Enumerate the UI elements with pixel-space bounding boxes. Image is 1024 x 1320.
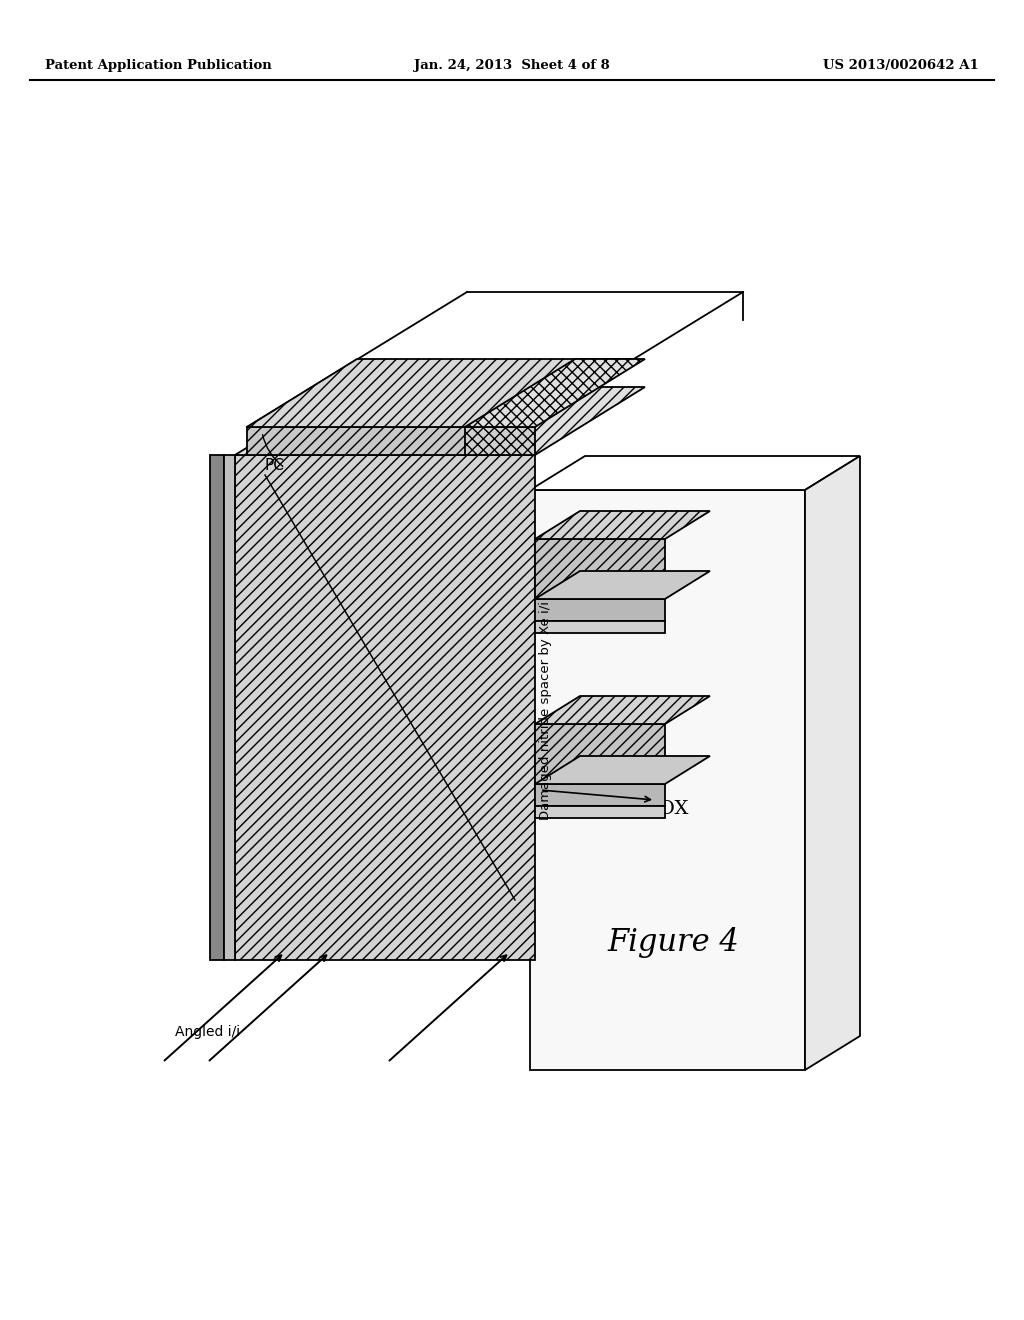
Polygon shape: [535, 756, 710, 784]
Text: Jan. 24, 2013  Sheet 4 of 8: Jan. 24, 2013 Sheet 4 of 8: [414, 58, 610, 71]
Text: Damaged nitride spacer by Xe i/i: Damaged nitride spacer by Xe i/i: [539, 601, 552, 820]
Polygon shape: [535, 539, 665, 599]
Text: Figure 4: Figure 4: [607, 927, 739, 958]
Polygon shape: [535, 696, 710, 723]
Polygon shape: [805, 455, 860, 1071]
Polygon shape: [535, 572, 710, 599]
Polygon shape: [530, 490, 805, 1071]
Polygon shape: [530, 455, 860, 490]
Polygon shape: [465, 426, 535, 455]
Text: US 2013/0020642 A1: US 2013/0020642 A1: [823, 58, 979, 71]
Text: PC: PC: [265, 458, 285, 473]
Polygon shape: [465, 359, 645, 426]
Text: Patent Application Publication: Patent Application Publication: [45, 58, 271, 71]
Polygon shape: [535, 807, 665, 818]
Polygon shape: [247, 359, 633, 426]
Text: BOX: BOX: [645, 800, 690, 818]
Polygon shape: [535, 599, 665, 620]
Polygon shape: [210, 455, 224, 960]
Polygon shape: [247, 426, 523, 455]
Polygon shape: [535, 784, 665, 807]
Polygon shape: [234, 387, 645, 455]
Text: Angled i/i: Angled i/i: [175, 1026, 240, 1039]
Polygon shape: [535, 620, 665, 634]
Polygon shape: [224, 455, 234, 960]
Polygon shape: [535, 723, 665, 784]
Polygon shape: [234, 455, 535, 960]
Polygon shape: [535, 511, 710, 539]
